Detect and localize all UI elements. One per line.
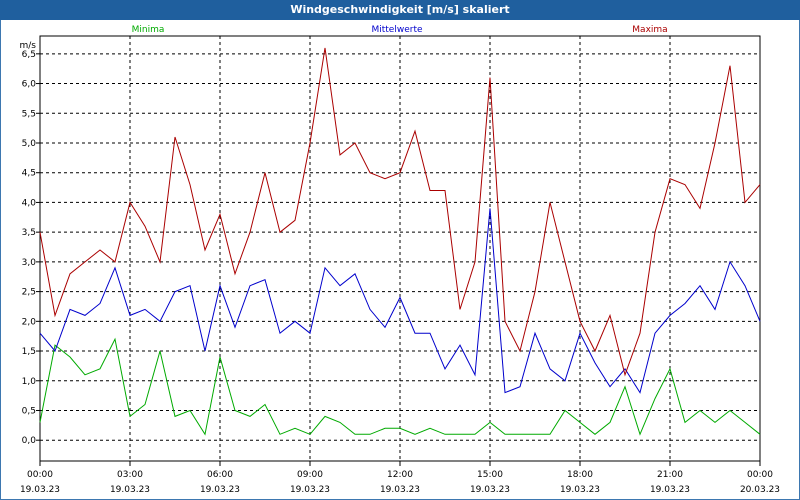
x-tick-time-label: 15:00	[477, 470, 503, 480]
series-line-mittelwerte	[39, 208, 761, 394]
y-tick-label: 5,0	[22, 139, 37, 149]
x-tick-date-label: 19.03.23	[200, 485, 240, 495]
y-tick-label: 3,0	[22, 258, 37, 268]
x-tick-date-label: 19.03.23	[650, 485, 690, 495]
x-tick-date-label: 19.03.23	[560, 485, 600, 495]
y-tick-label: 4,0	[22, 198, 37, 208]
x-tick-date-label: 19.03.23	[470, 485, 510, 495]
x-tick-time-label: 21:00	[657, 470, 683, 480]
legend-item-maxima: Maxima	[632, 25, 667, 35]
y-tick-label: 3,5	[22, 228, 36, 238]
y-axis-label: m/s	[20, 41, 37, 51]
x-tick-date-label: 20.03.23	[740, 485, 780, 495]
grid	[40, 36, 760, 461]
axes: 0,0 0,5 1,0 1,5 2,0 2,5 3,0 3,5 4,0 4,5 5,0 5,5 6,0 6…	[20, 35, 780, 495]
y-tick-label: 2,0	[22, 317, 37, 327]
y-tick-label: 0,5	[22, 406, 36, 416]
legend-item-minima: Minima	[132, 25, 165, 35]
x-tick-time-label: 09:00	[297, 470, 323, 480]
legend-item-mittelwerte: Mittelwerte	[371, 25, 422, 35]
x-tick-time-label: 12:00	[387, 470, 413, 480]
x-tick-time-label: 00:00	[747, 470, 773, 480]
y-tick-label: 0,0	[22, 436, 37, 446]
y-tick-label: 2,5	[22, 288, 36, 298]
series-line-minima	[39, 337, 761, 436]
chart-title: Windgeschwindigkeit [m/s] skaliert	[0, 0, 800, 20]
series-lines	[39, 47, 761, 436]
x-tick-time-label: 00:00	[27, 470, 53, 480]
y-tick-label: 5,5	[22, 109, 36, 119]
x-tick-time-label: 06:00	[207, 470, 233, 480]
x-tick-date-label: 19.03.23	[110, 485, 150, 495]
y-tick-label: 6,0	[22, 80, 37, 90]
y-tick-label: 1,5	[22, 347, 36, 357]
y-tick-label: 1,0	[22, 377, 37, 387]
x-tick-time-label: 18:00	[567, 470, 593, 480]
x-tick-time-label: 03:00	[117, 470, 143, 480]
series-line-maxima	[39, 47, 761, 377]
line-chart: 0,0 0,5 1,0 1,5 2,0 2,5 3,0 3,5 4,0 4,5 5,0 5,5 6,0 6…	[20, 25, 781, 495]
x-tick-date-label: 19.03.23	[380, 485, 420, 495]
x-tick-date-label: 19.03.23	[20, 485, 60, 495]
y-tick-label: 4,5	[22, 169, 36, 179]
legend: Minima Mittelwerte Maxima	[132, 25, 668, 35]
y-tick-label: 6,5	[22, 50, 36, 60]
x-tick-date-label: 19.03.23	[290, 485, 330, 495]
